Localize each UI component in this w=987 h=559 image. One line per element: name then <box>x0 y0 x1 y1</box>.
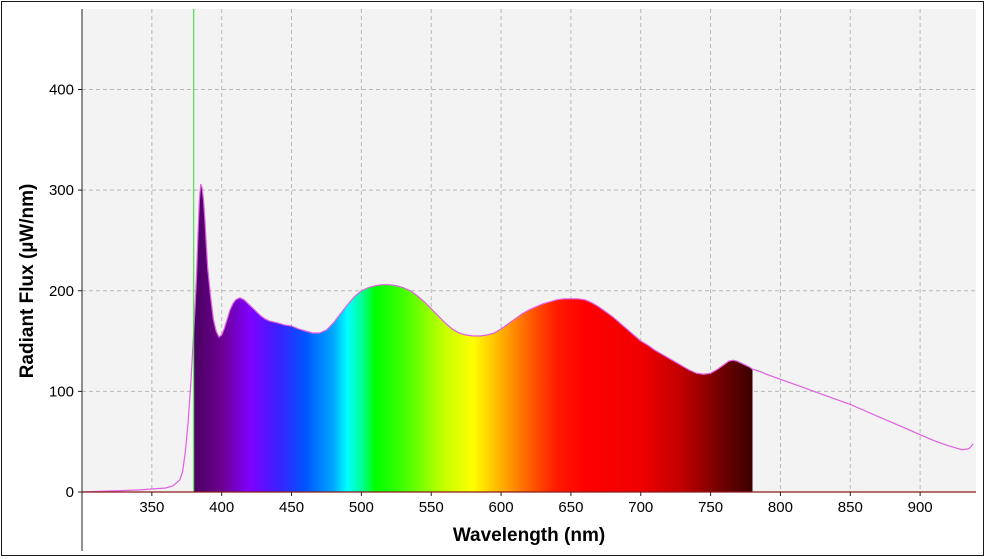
y-tick-label: 400 <box>49 82 74 99</box>
x-tick-label: 850 <box>838 499 863 516</box>
x-axis-ticks: 350 400 450 500 550 600 650 700 750 800 850 900 <box>139 492 933 516</box>
grid-lines <box>82 9 976 492</box>
y-tick-label: 100 <box>49 383 74 400</box>
x-axis-title: Wavelength (nm) <box>453 525 605 546</box>
x-tick-label: 400 <box>209 499 234 516</box>
visible-spectrum-fill <box>193 184 753 492</box>
y-tick-label: 300 <box>49 182 74 199</box>
x-tick-label: 450 <box>279 499 304 516</box>
y-axis-ticks: 0 100 200 300 400 <box>49 82 82 501</box>
x-tick-label: 900 <box>908 499 933 516</box>
x-tick-label: 800 <box>768 499 793 516</box>
x-tick-label: 650 <box>558 499 583 516</box>
x-tick-label: 500 <box>349 499 374 516</box>
x-tick-label: 700 <box>628 499 653 516</box>
x-tick-label: 350 <box>139 499 164 516</box>
x-tick-label: 600 <box>489 499 514 516</box>
x-tick-label: 750 <box>698 499 723 516</box>
y-axis-title: Radiant Flux (µW/nm) <box>17 184 38 379</box>
x-tick-label: 550 <box>419 499 444 516</box>
spectrum-curve <box>82 183 974 492</box>
y-tick-label: 0 <box>66 484 74 501</box>
y-tick-label: 200 <box>49 283 74 300</box>
